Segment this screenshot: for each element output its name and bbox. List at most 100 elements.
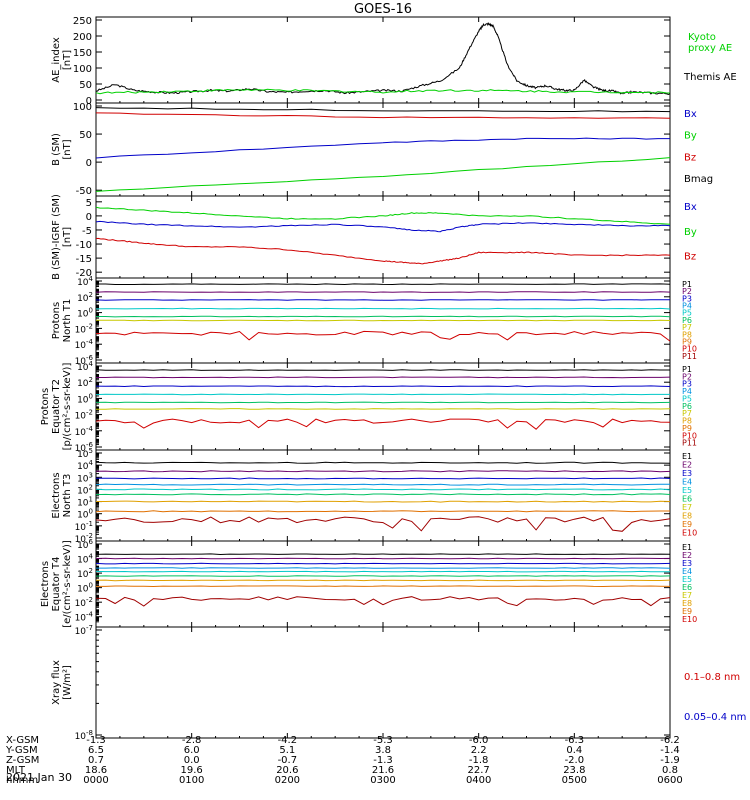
flux-trace (95, 418, 671, 430)
x-value: 0200 (275, 775, 300, 786)
flux-trace (95, 488, 671, 491)
y-tick-label: 102 (77, 291, 93, 304)
flux-trace (96, 500, 671, 503)
y-tick-label: 106 (77, 538, 93, 551)
legend-by: By (684, 227, 697, 238)
y-tick-label: 104 (77, 360, 93, 373)
legend-e10: E10 (682, 529, 697, 538)
panel-protons_t2: Protons Equator T2 [p/(cm²-s-sr-keV)] 104 10… (40, 360, 697, 454)
flux-trace (95, 319, 671, 322)
y-axis-label: [W/m²] (62, 665, 73, 700)
y-axis-label: [nT] (62, 227, 73, 247)
y-tick-label: 0 (86, 158, 92, 169)
legend-p9: P9 (682, 337, 692, 346)
legend-p3: P3 (682, 380, 692, 389)
y-tick-label: 10-8 (75, 729, 93, 742)
x-value: -1.3 (373, 755, 393, 766)
legend-p10: P10 (682, 431, 697, 440)
flux-trace (95, 596, 671, 607)
x-value: -2.0 (565, 755, 585, 766)
series-themis-ae (95, 21, 671, 96)
flux-trace (95, 330, 671, 342)
y-tick-label: 10-4 (75, 338, 94, 351)
flux-trace (95, 553, 671, 556)
x-value: 0400 (466, 775, 491, 786)
y-tick-label: 100 (73, 64, 92, 75)
legend-p9: P9 (682, 424, 692, 433)
flux-trace (95, 557, 671, 560)
x-value: -1.4 (660, 745, 680, 756)
x-value: -2.8 (182, 735, 202, 746)
series-by (95, 157, 671, 192)
row-label-z-gsm: Z-GSM (6, 755, 39, 766)
y-tick-label: 10-6 (75, 441, 94, 454)
legend-p8: P8 (682, 330, 692, 339)
y-tick-label: 105 (77, 447, 93, 460)
flux-trace (95, 483, 671, 486)
legend-e7: E7 (682, 591, 692, 600)
row-label-x-gsm: X-GSM (6, 735, 39, 746)
x-value: -4.2 (278, 735, 298, 746)
legend-p6: P6 (682, 402, 692, 411)
x-value: 6.5 (88, 745, 104, 756)
x-value: -0.7 (278, 755, 298, 766)
y-axis-label: Electrons (40, 561, 51, 607)
legend-e2: E2 (682, 551, 692, 560)
y-axis-label: Protons (40, 388, 51, 425)
y-tick-label: 10-6 (75, 354, 94, 367)
y-tick-label: -5 (82, 226, 92, 237)
series-bz (95, 237, 671, 265)
y-tick-label: 150 (73, 48, 92, 59)
flux-trace (95, 510, 670, 513)
legend-p11: P11 (682, 352, 697, 361)
y-tick-label: 102 (77, 567, 93, 580)
y-tick-label: 104 (77, 553, 93, 566)
panel-frame (95, 195, 671, 279)
y-tick-label: -10 (76, 240, 92, 251)
legend: Bx By Bz (684, 202, 697, 263)
legend-e5: E5 (682, 486, 692, 495)
y-axis-label: B (SM) (51, 133, 62, 166)
x-value: 5.1 (279, 745, 295, 756)
x-value: 0600 (657, 775, 682, 786)
y-axis-label: Electrons (51, 472, 62, 518)
flux-trace (95, 562, 671, 565)
legend-e6: E6 (682, 583, 692, 592)
series-bz (95, 112, 671, 119)
y-axis-label: Equator T2 (51, 379, 62, 434)
y-tick-label: 100 (73, 102, 92, 113)
flux-trace (95, 461, 671, 464)
flux-trace (95, 493, 671, 496)
y-axis-label: [nT] (62, 50, 73, 70)
x-value: 22.7 (468, 765, 490, 776)
y-tick-label: -15 (76, 254, 92, 265)
flux-trace (96, 283, 671, 286)
legend-p3: P3 (682, 294, 692, 303)
legend-e4: E4 (682, 567, 692, 576)
series-bx (95, 220, 671, 233)
legend-e3: E3 (682, 559, 692, 568)
y-tick-label: 100 (77, 508, 93, 521)
x-value: -5.3 (373, 735, 393, 746)
panel-frame (95, 102, 671, 197)
panel-xray: Xray flux [W/m²] 10-7 10-8 0.1–0.8 nm 0.05–0.… (51, 624, 746, 742)
flux-trace (95, 575, 671, 577)
legend-p5: P5 (682, 309, 692, 318)
x-value: 21.6 (372, 765, 394, 776)
y-tick-label: 50 (79, 130, 92, 141)
x-value: -1.3 (86, 735, 106, 746)
x-value: -6.0 (469, 735, 489, 746)
y-axis-label: Protons (51, 302, 62, 339)
legend-bx: Bx (684, 202, 697, 213)
legend-e8: E8 (682, 599, 692, 608)
legend-p1: P1 (682, 280, 692, 289)
legend: 0.1–0.8 nm 0.05–0.4 nm (684, 672, 746, 723)
legend-p4: P4 (682, 387, 692, 396)
legend-p5: P5 (682, 394, 692, 403)
panel-frame (95, 626, 671, 739)
flux-trace (96, 408, 671, 410)
panel-electrons_t4: Electrons Equator T4 [e/(cm²-s-sr-keV)] 106… (40, 538, 697, 628)
y-tick-label: 100 (77, 582, 93, 595)
legend-e6: E6 (682, 495, 692, 504)
